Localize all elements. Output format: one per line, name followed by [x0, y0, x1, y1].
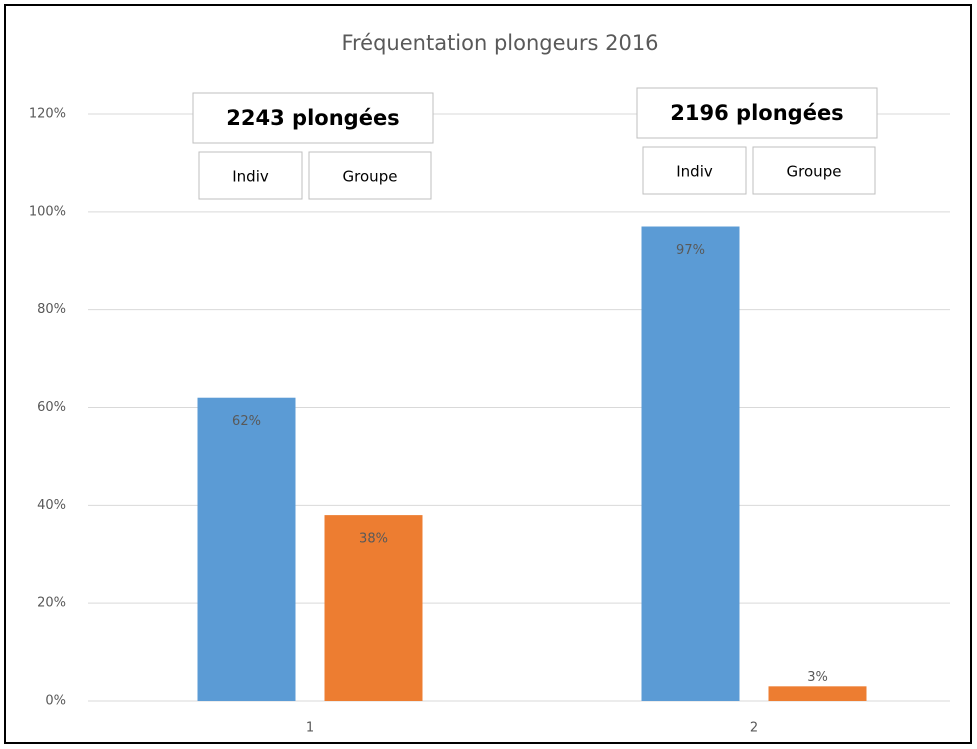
- data-label: 62%: [232, 414, 261, 429]
- legend-box: [642, 146, 747, 195]
- y-tick-label: 100%: [29, 204, 66, 219]
- legend-box: [198, 151, 303, 200]
- y-tick-label: 80%: [37, 302, 66, 317]
- y-tick-label: 20%: [37, 596, 66, 611]
- bar: [768, 686, 867, 701]
- y-tick-label: 60%: [37, 400, 66, 415]
- bar: [197, 397, 296, 701]
- legend-label: Indiv: [676, 163, 713, 181]
- legend-label: Indiv: [232, 168, 269, 186]
- annotation: 2243 plongées: [226, 106, 399, 130]
- data-label: 3%: [807, 670, 828, 685]
- data-label: 38%: [359, 532, 388, 547]
- legend-box: [308, 151, 432, 200]
- legend-label: Groupe: [343, 168, 398, 186]
- annotation-box: [192, 92, 434, 144]
- annotation: 2196 plongées: [670, 101, 843, 125]
- data-label: 97%: [676, 243, 705, 258]
- y-tick-label: 0%: [45, 694, 66, 709]
- y-tick-label: 120%: [29, 107, 66, 122]
- x-tick-label: 2: [750, 721, 758, 736]
- y-tick-label: 40%: [37, 498, 66, 513]
- legend-label: Groupe: [787, 163, 842, 181]
- bar: [641, 226, 740, 701]
- chart-title: Fréquentation plongeurs 2016: [341, 31, 658, 55]
- bar: [324, 515, 423, 701]
- x-tick-label: 1: [306, 721, 314, 736]
- legend-box: [752, 146, 876, 195]
- annotation-box: [636, 87, 878, 139]
